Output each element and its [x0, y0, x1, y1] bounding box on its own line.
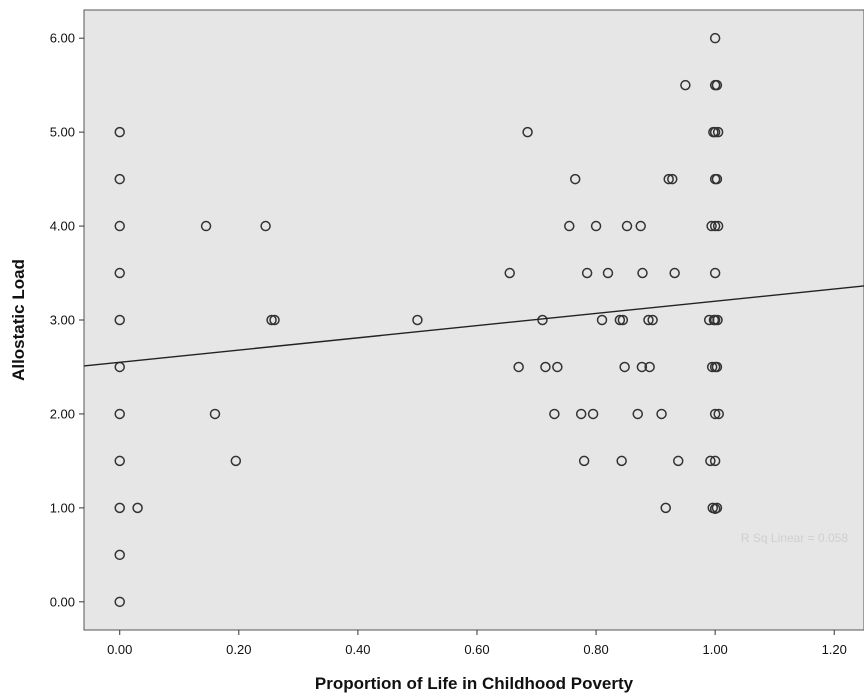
regression-line: [83, 285, 864, 367]
data-point: [575, 408, 587, 420]
data-point: [581, 267, 593, 279]
x-tick-label: 0.20: [226, 642, 251, 657]
x-tick-label: 0.40: [345, 642, 370, 657]
data-point: [260, 220, 271, 232]
x-axis-tick-labels: 0.00 0.20 0.40 0.60 0.80 1.00 1.20: [107, 642, 847, 657]
data-point: [616, 455, 627, 467]
data-point: [132, 502, 143, 514]
data-point: [114, 549, 125, 561]
data-point: [635, 220, 646, 232]
data-point: [114, 455, 125, 467]
data-point: [602, 267, 614, 279]
data-point: [552, 361, 563, 373]
data-point: [549, 408, 560, 420]
data-point: [587, 408, 599, 420]
data-points: [114, 32, 724, 608]
y-axis-title: Allostatic Load: [9, 259, 28, 381]
data-point: [522, 126, 533, 138]
data-point: [637, 267, 648, 279]
data-point: [114, 126, 125, 138]
data-point: [647, 314, 658, 326]
data-point: [709, 126, 721, 138]
data-point: [114, 220, 125, 232]
data-point: [663, 173, 674, 185]
data-point: [114, 408, 125, 420]
data-point: [114, 267, 125, 279]
data-point: [711, 79, 723, 91]
data-point: [540, 361, 551, 373]
data-point: [709, 267, 721, 279]
r-squared-annotation: R Sq Linear = 0.058: [741, 531, 848, 545]
data-point: [711, 361, 723, 373]
data-point: [667, 173, 678, 185]
data-point: [713, 408, 724, 420]
y-axis-ticks: [79, 37, 84, 603]
data-point: [614, 314, 626, 326]
data-point: [504, 267, 515, 279]
data-point: [569, 173, 581, 185]
x-tick-label: 0.00: [107, 642, 132, 657]
data-point: [632, 408, 643, 420]
data-point: [712, 126, 724, 138]
data-point: [114, 173, 125, 185]
data-point: [706, 220, 717, 232]
data-point: [644, 361, 655, 373]
x-tick-label: 1.00: [702, 642, 727, 657]
x-tick-label: 0.60: [464, 642, 489, 657]
y-tick-label: 6.00: [50, 31, 75, 46]
data-point: [660, 502, 671, 514]
data-point: [709, 455, 721, 467]
data-point: [619, 361, 630, 373]
data-point: [711, 173, 723, 185]
data-point: [709, 32, 721, 44]
data-point: [680, 79, 691, 91]
data-point: [114, 596, 125, 608]
data-point: [578, 455, 590, 467]
x-tick-label: 1.20: [822, 642, 847, 657]
data-point: [706, 361, 718, 373]
data-point: [709, 408, 721, 420]
data-point: [709, 220, 721, 232]
data-point: [513, 361, 524, 373]
data-point: [114, 314, 125, 326]
data-point: [412, 314, 423, 326]
data-point: [564, 220, 575, 232]
data-point: [230, 455, 242, 467]
data-point: [200, 220, 212, 232]
data-point: [590, 220, 602, 232]
data-point: [621, 220, 633, 232]
plot-background: [83, 9, 864, 631]
y-tick-label: 2.00: [50, 406, 75, 421]
data-point: [617, 314, 629, 326]
data-point: [266, 314, 277, 326]
y-tick-label: 5.00: [50, 125, 75, 140]
data-point: [636, 361, 648, 373]
data-point: [712, 220, 724, 232]
data-point: [209, 408, 221, 420]
data-point: [711, 502, 723, 514]
data-point: [643, 314, 654, 326]
y-tick-label: 0.00: [50, 594, 75, 609]
x-axis-title: Proportion of Life in Childhood Poverty: [315, 674, 634, 693]
data-point: [712, 314, 723, 326]
y-tick-label: 4.00: [50, 219, 75, 234]
data-point: [672, 455, 684, 467]
data-point: [656, 408, 667, 420]
x-axis-ticks: [119, 630, 835, 635]
y-tick-label: 3.00: [50, 313, 75, 328]
data-point: [269, 314, 280, 326]
data-point: [669, 267, 680, 279]
data-point: [596, 314, 608, 326]
x-tick-label: 0.80: [583, 642, 608, 657]
y-axis-tick-labels: 0.00 1.00 2.00 3.00 4.00 5.00 6.00: [50, 31, 75, 610]
data-point: [114, 502, 125, 514]
data-point: [705, 455, 716, 467]
y-tick-label: 1.00: [50, 500, 75, 515]
